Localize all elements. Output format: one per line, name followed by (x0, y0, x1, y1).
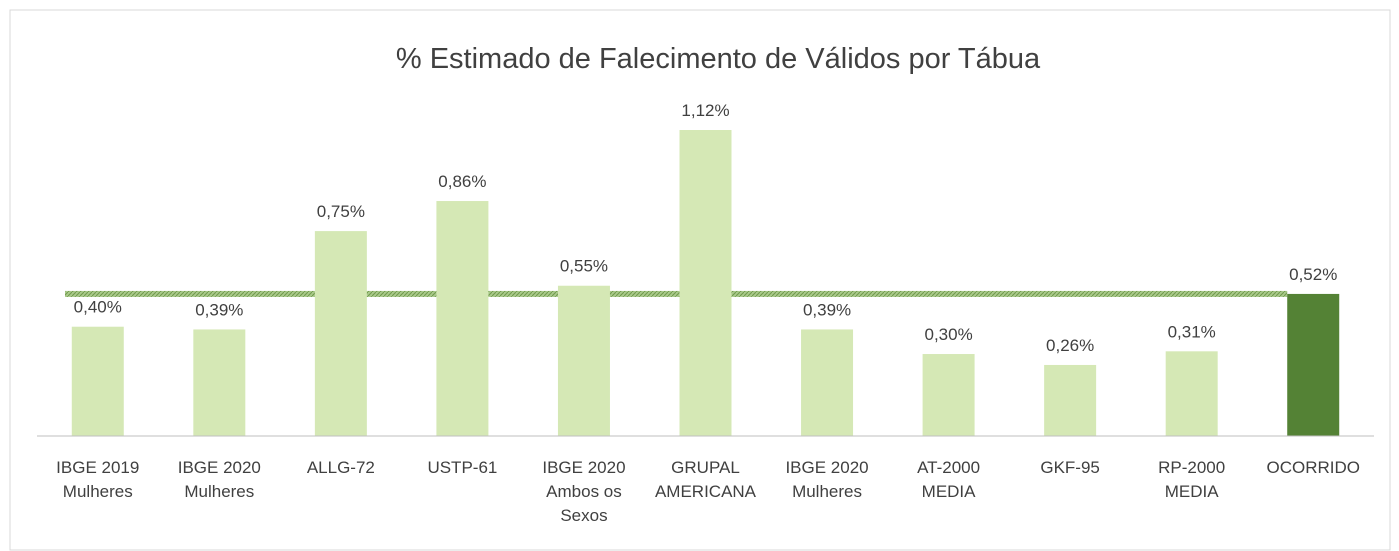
x-tick-label: AT-2000 MEDIA (917, 458, 981, 501)
bar (922, 354, 975, 436)
chart-title: % Estimado de Falecimento de Válidos por… (396, 43, 1041, 75)
bar (1044, 364, 1097, 436)
x-tick-label: IBGE 2020 Mulheres (177, 458, 261, 501)
data-label: 0,39% (195, 300, 243, 319)
data-label: 0,39% (803, 300, 851, 319)
data-label: 0,31% (1168, 322, 1216, 341)
bar (679, 130, 732, 436)
bar (1287, 293, 1340, 436)
bar (193, 329, 246, 436)
bar (557, 285, 610, 436)
data-label: 0,40% (74, 298, 122, 317)
x-tick-label: IBGE 2019 Mulheres (56, 458, 140, 501)
bar (1165, 351, 1218, 436)
bar (801, 329, 854, 436)
data-label: 0,26% (1046, 336, 1094, 355)
data-label: 0,86% (438, 172, 486, 191)
bar (314, 231, 367, 436)
x-tick-label: USTP-61 (427, 458, 498, 477)
data-label: 0,55% (560, 257, 608, 276)
x-tick-label: GRUPAL AMERICANA (654, 458, 757, 501)
bar (71, 326, 124, 436)
x-tick-label: IBGE 2020 Mulheres (785, 458, 869, 501)
chart-border (9, 9, 1391, 551)
data-label: 1,12% (681, 101, 729, 120)
x-tick-label: RP-2000 MEDIA (1158, 458, 1226, 501)
bar (436, 201, 489, 436)
data-label: 0,75% (317, 202, 365, 221)
data-label: 0,52% (1289, 265, 1337, 284)
x-tick-label: OCORRIDO (1266, 458, 1360, 477)
reference-line (65, 290, 1288, 297)
x-tick-label: IBGE 2020 Ambos os Sexos (542, 458, 626, 525)
data-label: 0,30% (924, 325, 972, 344)
x-tick-label: ALLG-72 (306, 458, 375, 477)
x-tick-label: GKF-95 (1040, 458, 1100, 477)
